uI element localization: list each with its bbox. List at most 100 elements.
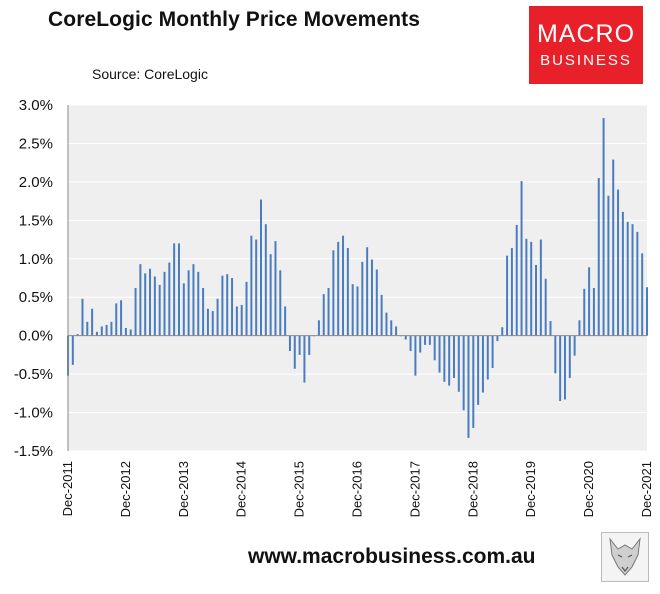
bar bbox=[549, 321, 552, 336]
bar bbox=[428, 335, 431, 345]
x-tick-label: Dec-2018 bbox=[465, 461, 480, 517]
bar bbox=[240, 304, 243, 336]
macro-business-logo: MACRO BUSINESS bbox=[529, 6, 643, 84]
bar bbox=[597, 178, 600, 336]
bar bbox=[621, 211, 624, 336]
bar bbox=[134, 287, 137, 336]
bar bbox=[481, 335, 484, 393]
bar-series bbox=[67, 118, 648, 438]
website-url: www.macrobusiness.com.au bbox=[248, 545, 536, 568]
chart-source: Source: CoreLogic bbox=[92, 66, 208, 82]
bar bbox=[486, 335, 489, 380]
bar bbox=[568, 335, 571, 378]
y-tick-label: 1.5% bbox=[19, 212, 53, 229]
bar bbox=[327, 287, 330, 336]
bar bbox=[617, 189, 620, 336]
bar bbox=[216, 298, 219, 336]
bar bbox=[496, 335, 499, 342]
bar bbox=[433, 335, 436, 361]
bar bbox=[612, 159, 615, 336]
bar bbox=[515, 224, 518, 336]
bar bbox=[226, 274, 229, 336]
x-axis-tick-labels: Dec-2011 Dec-2012 Dec-2013 Dec-2014 Dec-2015… bbox=[60, 461, 654, 517]
bar bbox=[448, 335, 451, 386]
bar bbox=[573, 335, 576, 356]
bar bbox=[457, 335, 460, 392]
bar bbox=[424, 335, 427, 345]
gridlines bbox=[68, 104, 647, 452]
bar bbox=[100, 326, 103, 336]
bar bbox=[419, 335, 422, 353]
bar bbox=[563, 335, 566, 400]
bar bbox=[583, 288, 586, 336]
bar bbox=[269, 254, 272, 336]
bar bbox=[462, 335, 465, 411]
bar bbox=[192, 264, 195, 336]
x-tick-label: Dec-2013 bbox=[176, 461, 191, 517]
bar bbox=[351, 284, 354, 336]
bar bbox=[506, 255, 509, 336]
bar bbox=[303, 335, 306, 383]
bar bbox=[197, 271, 200, 336]
bar bbox=[530, 241, 533, 336]
bar bbox=[356, 286, 359, 336]
bar bbox=[544, 278, 547, 336]
chart-title: CoreLogic Monthly Price Movements bbox=[48, 8, 421, 31]
bar bbox=[602, 118, 605, 336]
logo-line-2: BUSINESS bbox=[540, 52, 632, 69]
bar bbox=[284, 306, 287, 336]
bar bbox=[588, 267, 591, 336]
bar bbox=[231, 278, 234, 336]
bar bbox=[124, 327, 127, 336]
x-tick-label: Dec-2019 bbox=[523, 461, 538, 517]
bar bbox=[337, 241, 340, 336]
bar bbox=[95, 331, 98, 336]
bar bbox=[158, 284, 161, 336]
bar bbox=[395, 326, 398, 336]
bar bbox=[168, 262, 171, 336]
bar bbox=[274, 241, 277, 336]
bar bbox=[173, 243, 176, 336]
bar bbox=[409, 335, 412, 352]
bar bbox=[235, 306, 238, 336]
y-tick-label: 1.0% bbox=[19, 251, 53, 268]
bar bbox=[187, 270, 190, 336]
x-tick-label: Dec-2012 bbox=[118, 461, 133, 517]
bar bbox=[317, 320, 320, 336]
bar bbox=[342, 235, 345, 336]
bar bbox=[520, 181, 523, 336]
bar bbox=[288, 335, 291, 352]
bar bbox=[525, 238, 528, 336]
bar bbox=[86, 321, 89, 336]
y-tick-label: 3.0% bbox=[19, 97, 53, 114]
bar bbox=[453, 335, 455, 378]
bar bbox=[361, 261, 364, 336]
bar bbox=[646, 287, 648, 336]
bar bbox=[438, 335, 441, 373]
x-tick-label: Dec-2020 bbox=[581, 461, 596, 517]
bar bbox=[592, 287, 595, 336]
x-tick-label: Dec-2015 bbox=[292, 461, 307, 517]
bar bbox=[177, 243, 180, 336]
axes bbox=[67, 105, 647, 451]
bar bbox=[202, 287, 205, 336]
bar bbox=[491, 335, 494, 368]
bar bbox=[443, 335, 446, 382]
bar bbox=[554, 335, 557, 374]
bar bbox=[385, 312, 388, 336]
x-tick-label: Dec-2016 bbox=[350, 461, 365, 517]
bar bbox=[293, 335, 296, 369]
bar bbox=[105, 324, 108, 336]
y-tick-label: 2.5% bbox=[19, 135, 53, 152]
bar bbox=[144, 273, 147, 336]
bar bbox=[279, 270, 282, 336]
bar bbox=[81, 298, 84, 336]
bar bbox=[501, 327, 504, 336]
bar bbox=[641, 253, 644, 336]
x-tick-label: Dec-2017 bbox=[407, 461, 422, 517]
bar bbox=[264, 224, 267, 336]
logo-line-1: MACRO bbox=[536, 20, 636, 48]
bar bbox=[539, 239, 542, 336]
y-tick-label: 0.0% bbox=[19, 328, 53, 345]
bar bbox=[153, 276, 156, 336]
